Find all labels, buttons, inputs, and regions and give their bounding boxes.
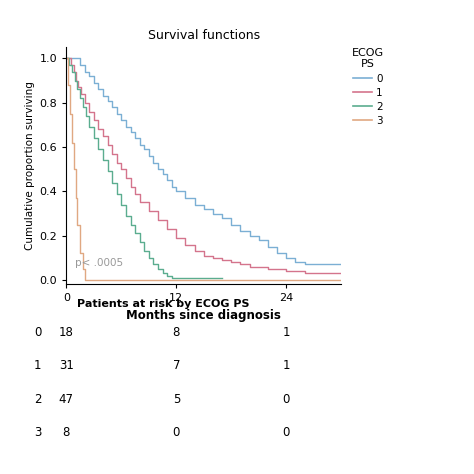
Legend: 0, 1, 2, 3: 0, 1, 2, 3 xyxy=(352,48,384,126)
Text: 0: 0 xyxy=(283,392,290,406)
Text: Patients at risk by ECOG PS: Patients at risk by ECOG PS xyxy=(77,299,250,309)
Text: 1: 1 xyxy=(34,359,42,372)
Text: 8: 8 xyxy=(63,426,70,439)
X-axis label: Months since diagnosis: Months since diagnosis xyxy=(127,309,281,322)
Text: 47: 47 xyxy=(59,392,74,406)
Text: 8: 8 xyxy=(173,326,180,339)
Text: 1: 1 xyxy=(283,359,290,372)
Text: p< .0005: p< .0005 xyxy=(74,258,123,268)
Text: 18: 18 xyxy=(59,326,74,339)
Y-axis label: Cumulative proportion surviving: Cumulative proportion surviving xyxy=(26,82,36,250)
Text: 31: 31 xyxy=(59,359,74,372)
Title: Survival functions: Survival functions xyxy=(148,29,260,42)
Text: 1: 1 xyxy=(283,326,290,339)
Text: 2: 2 xyxy=(34,392,42,406)
Text: 5: 5 xyxy=(173,392,180,406)
Text: 0: 0 xyxy=(34,326,42,339)
Text: 0: 0 xyxy=(173,426,180,439)
Text: 0: 0 xyxy=(283,426,290,439)
Text: 7: 7 xyxy=(173,359,180,372)
Text: 3: 3 xyxy=(34,426,42,439)
